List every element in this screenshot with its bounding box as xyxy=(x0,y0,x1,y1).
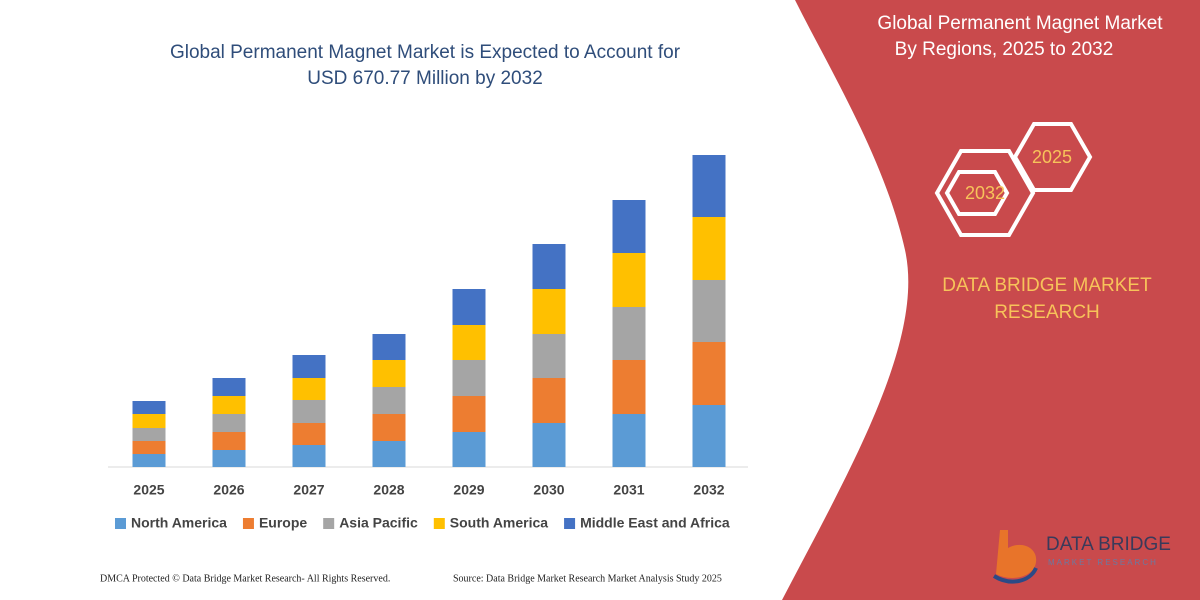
bar-segment xyxy=(372,414,406,441)
side-panel xyxy=(782,0,1200,600)
bar-segment xyxy=(372,334,406,360)
bar-segment xyxy=(692,405,726,467)
bar-segment xyxy=(612,253,646,307)
bar-segment xyxy=(692,280,726,342)
panel-title: By Regions, 2025 to 2032 xyxy=(895,39,1114,60)
legend-swatch xyxy=(115,518,126,529)
bar-segment xyxy=(292,378,326,400)
footer-text: DMCA Protected © Data Bridge Market Rese… xyxy=(100,573,390,584)
bar-segment xyxy=(212,378,246,396)
x-tick-label: 2031 xyxy=(613,482,644,498)
legend-swatch xyxy=(242,518,254,529)
x-tick-label: 2025 xyxy=(133,482,164,498)
bar-segment xyxy=(612,200,646,253)
legend-label: North America xyxy=(131,515,227,531)
logo-mark xyxy=(996,530,1037,578)
bar-segment xyxy=(452,360,486,396)
x-tick-label: 2030 xyxy=(533,482,564,498)
bar-segment xyxy=(132,441,166,454)
bar-segment xyxy=(612,414,646,467)
bar-segment xyxy=(212,414,246,432)
legend-label: Asia Pacific xyxy=(339,515,418,531)
bar-segment xyxy=(532,289,566,334)
bar-segment xyxy=(532,378,566,423)
bar-segment xyxy=(372,441,406,467)
bar-segment xyxy=(132,401,166,414)
brand-text: DATA BRIDGE MARKET xyxy=(942,275,1152,296)
x-tick-label: 2027 xyxy=(293,482,324,498)
bar-segment xyxy=(372,387,406,414)
bar-segment xyxy=(452,396,486,432)
logo-mark xyxy=(992,567,1038,584)
legend-label: Middle East and Africa xyxy=(580,515,730,531)
chart-title: Global Permanent Magnet Market is Expect… xyxy=(170,42,681,63)
legend-label: South America xyxy=(450,515,548,531)
bar-segment xyxy=(452,289,486,325)
bar-segment xyxy=(292,355,326,378)
chart-title: USD 670.77 Million by 2032 xyxy=(307,68,543,89)
hexagon-label: 2032 xyxy=(965,183,1005,203)
bar-segment xyxy=(532,423,566,467)
bar-segment xyxy=(612,307,646,360)
legend-swatch xyxy=(564,518,576,529)
logo-text: DATA BRIDGE xyxy=(1046,534,1171,555)
bar-segment xyxy=(212,450,246,467)
hexagon xyxy=(944,170,1010,216)
bar-segment xyxy=(132,414,166,428)
bar-segment xyxy=(452,325,486,360)
bar-segment xyxy=(372,360,406,387)
legend-swatch xyxy=(433,518,445,529)
bar-segment xyxy=(692,217,726,280)
bar-segment xyxy=(692,155,726,217)
hexagon xyxy=(1012,122,1093,192)
brand-text: RESEARCH xyxy=(994,302,1100,323)
bar-segment xyxy=(692,342,726,405)
x-tick-label: 2028 xyxy=(373,482,404,498)
bar-segment xyxy=(452,432,486,467)
panel-title: Global Permanent Magnet Market xyxy=(877,13,1163,34)
bar-segment xyxy=(212,396,246,414)
bar-segment xyxy=(292,445,326,467)
bar-segment xyxy=(132,454,166,467)
bar-segment xyxy=(292,400,326,423)
x-tick-label: 2029 xyxy=(453,482,484,498)
footer-text: Source: Data Bridge Market Research Mark… xyxy=(453,573,722,584)
logo: DATA BRIDGE MARKET RESEARCH xyxy=(992,530,1171,584)
legend-swatch xyxy=(323,518,335,529)
bar-segment xyxy=(532,334,566,378)
bar-segment xyxy=(532,244,566,289)
hexagon xyxy=(934,149,1036,237)
x-tick-label: 2032 xyxy=(693,482,724,498)
x-tick-label: 2026 xyxy=(213,482,244,498)
bar-segment xyxy=(212,432,246,450)
legend-label: Europe xyxy=(259,515,307,531)
hexagon-label: 2025 xyxy=(1032,147,1072,167)
bar-segment xyxy=(132,428,166,441)
bar-segment xyxy=(612,360,646,414)
logo-text: MARKET RESEARCH xyxy=(1048,558,1158,567)
bar-segment xyxy=(292,423,326,445)
